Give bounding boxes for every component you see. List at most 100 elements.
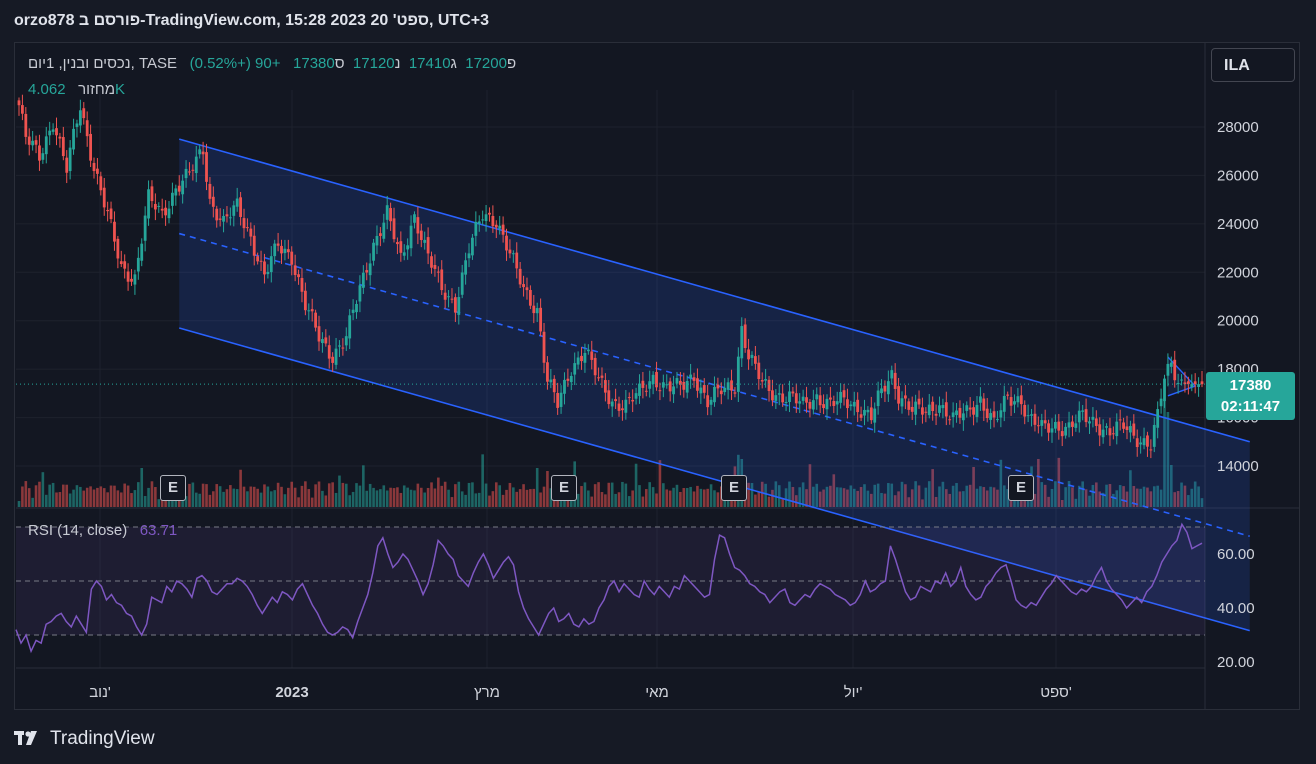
tradingview-logo-icon bbox=[14, 731, 37, 745]
channel-median-line bbox=[179, 232, 1250, 537]
volume-bar bbox=[1122, 486, 1125, 507]
volume-bar bbox=[17, 501, 21, 507]
candle-body bbox=[866, 409, 870, 413]
candle-body bbox=[849, 404, 853, 407]
earnings-badge[interactable]: E bbox=[1008, 475, 1034, 501]
candle-body bbox=[972, 407, 975, 415]
volume-bar bbox=[419, 487, 423, 507]
earnings-badge[interactable]: E bbox=[160, 475, 186, 501]
candle-body bbox=[518, 268, 522, 285]
volume-bar bbox=[818, 491, 822, 507]
candle-body bbox=[1040, 420, 1044, 426]
candle-body bbox=[1149, 449, 1153, 451]
volume-bar bbox=[641, 496, 645, 507]
volume-bar bbox=[1170, 465, 1173, 507]
candle-body bbox=[702, 385, 706, 393]
volume-bar bbox=[617, 492, 621, 507]
candle-body bbox=[1043, 420, 1047, 424]
volume-bar bbox=[184, 496, 188, 507]
rsi-tick-label: 40.00 bbox=[1217, 600, 1255, 617]
candle-body bbox=[1173, 359, 1177, 381]
time-tick-label: ספט' bbox=[1040, 684, 1072, 701]
volume-bar bbox=[587, 490, 590, 507]
high-label: ג bbox=[450, 55, 457, 72]
volume-bar bbox=[494, 482, 498, 507]
volume-bar bbox=[634, 463, 638, 507]
candle-body bbox=[893, 372, 897, 389]
candle-body bbox=[368, 263, 372, 276]
candle-body bbox=[130, 278, 133, 282]
volume-bar bbox=[430, 482, 433, 507]
volume-bar bbox=[856, 490, 859, 507]
price-tick-label: 26000 bbox=[1217, 167, 1259, 184]
candle-body bbox=[699, 387, 703, 394]
candle-body bbox=[723, 387, 727, 393]
volume-bar bbox=[549, 488, 553, 507]
volume-bar bbox=[644, 489, 648, 507]
candle-body bbox=[457, 297, 461, 315]
symbol-label: נכסים ובנין, 1יום, TASE bbox=[28, 55, 178, 72]
footer-brand: TradingView bbox=[50, 728, 155, 749]
candle-body bbox=[886, 381, 890, 395]
symbol-search-box[interactable]: ILA bbox=[1211, 48, 1295, 82]
candle-body bbox=[1122, 422, 1125, 429]
candle-body bbox=[1019, 395, 1023, 405]
candle-body bbox=[143, 215, 147, 241]
volume-bar bbox=[130, 493, 133, 507]
volume-bar bbox=[113, 485, 116, 507]
candle-body bbox=[276, 243, 280, 246]
candle-body bbox=[358, 285, 362, 302]
volume-bar bbox=[321, 490, 324, 507]
candle-body bbox=[1142, 438, 1146, 446]
volume-bar bbox=[406, 487, 409, 507]
candle-body bbox=[583, 352, 587, 363]
candle-body bbox=[638, 383, 641, 396]
bar-countdown: 02:11:47 bbox=[1220, 398, 1281, 415]
candle-body bbox=[1009, 397, 1013, 406]
candle-body bbox=[508, 249, 512, 254]
candle-body bbox=[897, 386, 900, 404]
candle-body bbox=[733, 392, 737, 394]
volume-bar bbox=[21, 486, 24, 507]
volume-bar bbox=[358, 485, 362, 507]
candle-body bbox=[556, 393, 560, 408]
open-label: פ bbox=[506, 55, 517, 72]
rsi-legend: RSI (14, close) 63.71 bbox=[28, 522, 177, 539]
candle-body bbox=[1081, 410, 1085, 412]
volume-bar bbox=[866, 490, 870, 507]
candle-body bbox=[1036, 425, 1040, 427]
candle-body bbox=[126, 271, 130, 282]
earnings-badge[interactable]: E bbox=[551, 475, 577, 501]
candle-body bbox=[593, 357, 597, 376]
candle-body bbox=[157, 205, 161, 207]
volume-bar bbox=[297, 497, 300, 507]
candle-body bbox=[1139, 442, 1143, 445]
volume-bar bbox=[1054, 481, 1057, 507]
volume-bar bbox=[989, 486, 992, 507]
volume-bar bbox=[699, 488, 703, 507]
candle-body bbox=[269, 256, 273, 273]
candle-body bbox=[194, 156, 198, 174]
candle-body bbox=[515, 252, 519, 269]
channel-upper-line bbox=[179, 138, 1250, 443]
volume-bar bbox=[154, 487, 157, 507]
candle-body bbox=[801, 396, 805, 401]
volume-bar bbox=[351, 491, 355, 507]
volume-bars bbox=[17, 402, 1204, 507]
candle-body bbox=[1190, 384, 1194, 388]
candle-body bbox=[338, 345, 341, 347]
earnings-badge[interactable]: E bbox=[721, 475, 747, 501]
candle-body bbox=[99, 176, 103, 191]
volume-bar bbox=[539, 492, 542, 507]
volume-bar bbox=[501, 494, 505, 507]
candle-body bbox=[569, 375, 573, 383]
candle-body bbox=[61, 137, 65, 157]
candle-body bbox=[419, 230, 423, 241]
volume-bar bbox=[883, 493, 887, 507]
candle-body bbox=[389, 208, 393, 222]
candle-body bbox=[948, 419, 952, 421]
volume-bar bbox=[310, 497, 314, 507]
volume-bar bbox=[48, 484, 51, 507]
volume-bar bbox=[996, 489, 999, 507]
